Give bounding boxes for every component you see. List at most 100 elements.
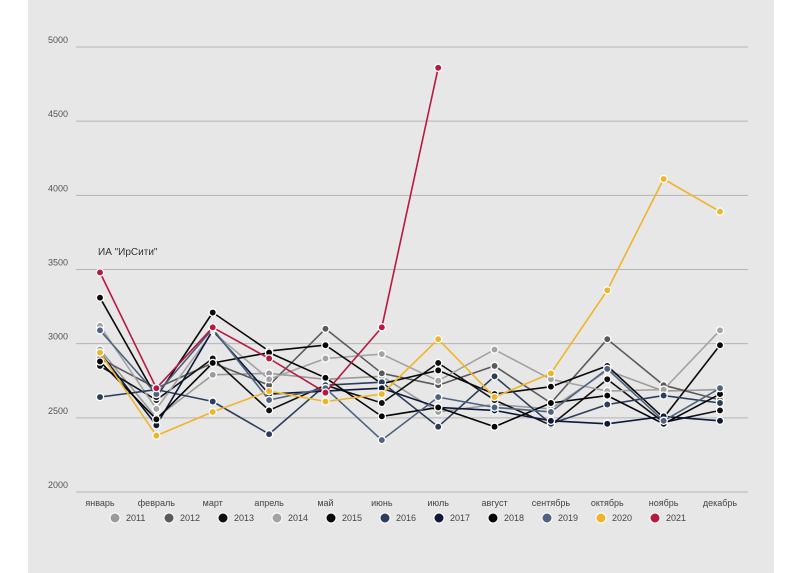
data-point[interactable] [321, 373, 330, 383]
legend-swatch [541, 512, 553, 524]
data-point[interactable] [208, 407, 217, 417]
data-point[interactable] [715, 340, 725, 350]
data-point[interactable] [377, 323, 387, 332]
x-axis-categories: январь февраль март апрель май июнь июль август… [85, 498, 737, 508]
data-point[interactable] [377, 369, 387, 378]
data-point[interactable] [433, 392, 443, 402]
data-point[interactable] [208, 370, 217, 380]
data-point[interactable] [264, 395, 274, 405]
data-point[interactable] [546, 369, 556, 378]
data-point[interactable] [264, 354, 274, 363]
data-point[interactable] [490, 403, 499, 412]
legend-item-2013[interactable]: 2013 [217, 512, 254, 524]
data-point[interactable] [546, 382, 556, 391]
legend-item-2019[interactable]: 2019 [541, 512, 578, 524]
data-point[interactable] [152, 383, 161, 393]
data-point[interactable] [152, 431, 161, 440]
legend[interactable]: 2011 2012 2013 2014 2015 2016 2017 2018 2019 2020… [109, 512, 686, 524]
legend-item-2012[interactable]: 2012 [163, 512, 200, 524]
data-point[interactable] [603, 391, 612, 400]
data-point[interactable] [95, 268, 105, 277]
x-category-label: октябрь [591, 498, 624, 508]
data-point[interactable] [659, 416, 668, 426]
line-chart: 2000 2500 3000 3500 4000 4500 5000 январь февра… [48, 35, 748, 524]
legend-item-2011[interactable]: 2011 [109, 512, 145, 524]
data-point[interactable] [715, 383, 725, 393]
data-point[interactable] [208, 358, 217, 368]
data-point[interactable] [152, 404, 161, 414]
legend-swatch [163, 512, 175, 524]
data-point[interactable] [490, 345, 499, 354]
data-point[interactable] [433, 376, 443, 385]
x-category-label: июль [427, 498, 449, 508]
data-point[interactable] [490, 422, 499, 431]
data-point[interactable] [208, 397, 217, 406]
data-point[interactable] [377, 349, 387, 359]
data-point[interactable] [377, 389, 387, 399]
data-point[interactable] [264, 386, 274, 396]
series-2020 [95, 174, 725, 440]
data-point[interactable] [546, 416, 556, 426]
data-point[interactable] [433, 422, 443, 431]
data-point[interactable] [321, 340, 330, 350]
data-point[interactable] [490, 392, 499, 402]
data-point[interactable] [490, 372, 499, 381]
data-point[interactable] [321, 397, 330, 406]
data-point[interactable] [490, 361, 499, 371]
data-point[interactable] [433, 366, 443, 375]
legend-label: 2015 [342, 513, 362, 523]
legend-swatch [433, 512, 445, 524]
data-point[interactable] [715, 398, 725, 408]
legend-item-2016[interactable]: 2016 [379, 512, 416, 524]
x-category-label: апрель [254, 498, 284, 508]
legend-swatch [217, 512, 229, 524]
legend-item-2014[interactable]: 2014 [271, 512, 308, 524]
data-point[interactable] [377, 412, 387, 421]
data-point[interactable] [715, 416, 725, 426]
data-point[interactable] [264, 406, 274, 415]
data-point[interactable] [321, 324, 330, 334]
x-category-label: декабрь [703, 498, 738, 508]
data-point[interactable] [546, 407, 556, 417]
data-point[interactable] [603, 375, 612, 384]
data-point[interactable] [264, 429, 274, 439]
data-point[interactable] [377, 435, 387, 445]
y-tick-label: 4500 [48, 109, 68, 119]
data-point[interactable] [433, 334, 443, 344]
legend-item-2020[interactable]: 2020 [595, 512, 632, 524]
data-point[interactable] [715, 207, 725, 216]
series-2021 [95, 63, 443, 397]
data-point[interactable] [152, 415, 161, 424]
y-tick-label: 3500 [48, 258, 68, 268]
data-point[interactable] [208, 308, 217, 317]
legend-label: 2016 [396, 513, 416, 523]
data-point[interactable] [321, 388, 330, 397]
data-point[interactable] [95, 348, 105, 357]
legend-item-2021[interactable]: 2021 [649, 512, 686, 524]
legend-item-2017[interactable]: 2017 [433, 512, 470, 524]
data-point[interactable] [95, 357, 105, 366]
legend-item-2018[interactable]: 2018 [487, 512, 524, 524]
data-point[interactable] [433, 403, 443, 412]
data-point[interactable] [715, 326, 725, 335]
data-point[interactable] [603, 334, 612, 344]
data-point[interactable] [321, 354, 330, 363]
data-point[interactable] [377, 398, 387, 408]
y-tick-label: 5000 [48, 35, 68, 45]
data-point[interactable] [264, 375, 274, 384]
data-point[interactable] [95, 293, 105, 302]
data-point[interactable] [603, 364, 612, 374]
data-point[interactable] [433, 63, 443, 73]
data-point[interactable] [433, 358, 443, 368]
data-point[interactable] [715, 406, 725, 415]
data-point[interactable] [603, 400, 612, 409]
data-point[interactable] [603, 419, 612, 429]
data-point[interactable] [659, 391, 668, 400]
data-point[interactable] [546, 398, 556, 408]
data-point[interactable] [603, 286, 612, 295]
data-point[interactable] [659, 174, 668, 184]
data-point[interactable] [95, 392, 105, 402]
legend-item-2015[interactable]: 2015 [325, 512, 362, 524]
data-point[interactable] [208, 323, 217, 332]
data-point[interactable] [95, 326, 105, 335]
